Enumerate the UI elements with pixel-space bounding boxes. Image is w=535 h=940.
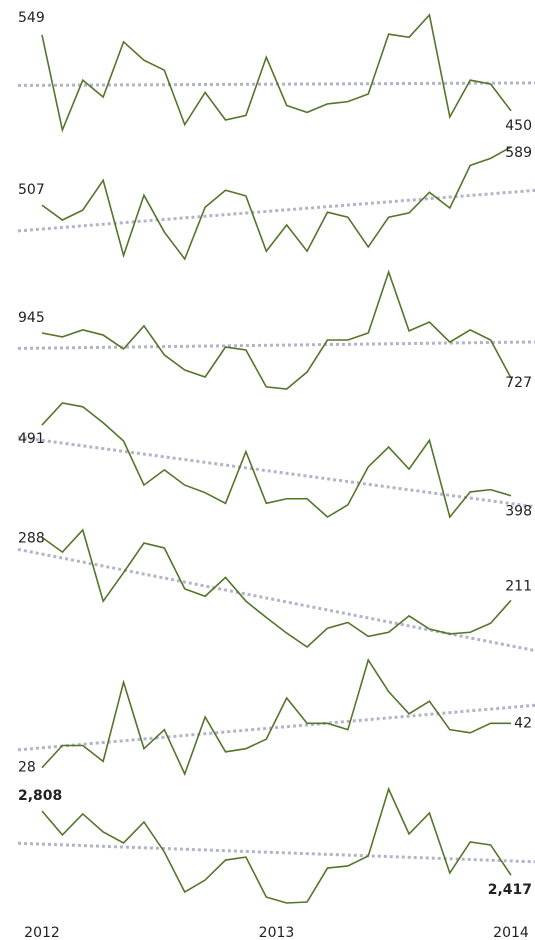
trend-line (17, 435, 535, 509)
line (41, 658, 511, 777)
value-label: 398 (505, 504, 532, 520)
value-label: 945 (18, 310, 45, 326)
value-label: 28 (18, 760, 36, 776)
value-label: 211 (505, 578, 532, 594)
value-label: 2,808 (18, 788, 62, 804)
line (41, 13, 512, 133)
line (41, 146, 512, 261)
line (41, 269, 512, 390)
value-label: 727 (505, 375, 532, 391)
x-tick-label: 2012 (24, 925, 60, 940)
trend-line (17, 81, 535, 87)
value-label: 2,417 (488, 882, 532, 898)
x-tick-label: 2014 (493, 925, 529, 940)
value-label: 491 (18, 431, 45, 447)
value-label: 450 (505, 118, 532, 134)
line (41, 402, 512, 519)
trend-line (17, 703, 535, 752)
value-label: 288 (18, 530, 45, 546)
value-label: 589 (505, 145, 532, 161)
line (41, 528, 512, 649)
trend-line (17, 340, 535, 350)
x-tick-label: 2013 (259, 925, 295, 940)
value-label: 549 (18, 10, 45, 26)
trend-line (17, 841, 535, 864)
trend-line (17, 547, 535, 653)
line (41, 786, 512, 904)
value-label: 42 (514, 715, 532, 731)
trend-line (17, 188, 535, 233)
value-label: 507 (18, 182, 45, 198)
